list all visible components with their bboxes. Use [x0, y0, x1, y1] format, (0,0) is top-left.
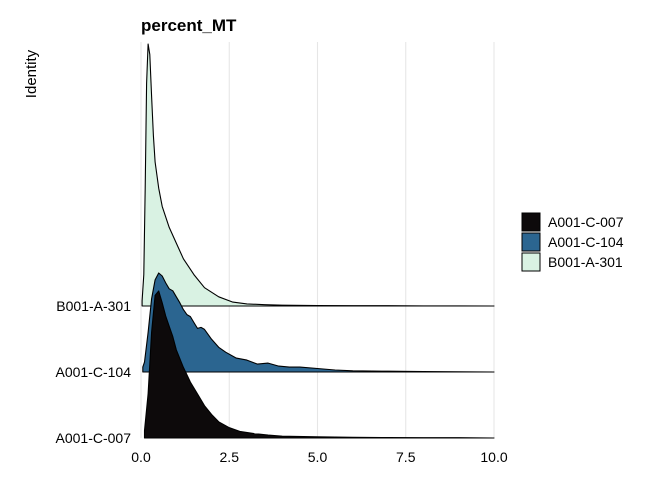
- y-tick-labels: A001-C-007 A001-C-104 B001-A-301: [56, 298, 132, 446]
- legend-key-a001-c-007: [521, 212, 541, 232]
- y-tick-label-b001-a-301: B001-A-301: [56, 298, 131, 314]
- legend-label-b001-a-301: B001-A-301: [548, 254, 623, 270]
- chart-title: percent_MT: [141, 16, 237, 35]
- x-tick-label-4: 10.0: [480, 449, 507, 465]
- gridlines: [140, 42, 495, 438]
- x-tick-label-2: 5.0: [308, 449, 328, 465]
- x-tick-label-0: 0.0: [131, 449, 151, 465]
- legend-label-a001-c-104: A001-C-104: [548, 234, 624, 250]
- legend-key-b001-a-301: [521, 252, 541, 272]
- x-tick-labels: 0.0 2.5 5.0 7.5 10.0: [131, 449, 508, 465]
- y-axis-label: Identity: [23, 49, 40, 98]
- legend: A001-C-007 A001-C-104 B001-A-301: [521, 212, 624, 272]
- ridge-a001-c-007: [143, 290, 495, 439]
- x-tick-label-3: 7.5: [396, 449, 416, 465]
- legend-label-a001-c-007: A001-C-007: [548, 214, 624, 230]
- y-tick-label-a001-c-007: A001-C-007: [56, 430, 132, 446]
- x-tick-label-1: 2.5: [220, 449, 240, 465]
- legend-key-a001-c-104: [521, 232, 541, 252]
- ridges: [141, 43, 495, 439]
- y-tick-label-a001-c-104: A001-C-104: [56, 364, 132, 380]
- ridge-b001-a-301: [141, 43, 495, 307]
